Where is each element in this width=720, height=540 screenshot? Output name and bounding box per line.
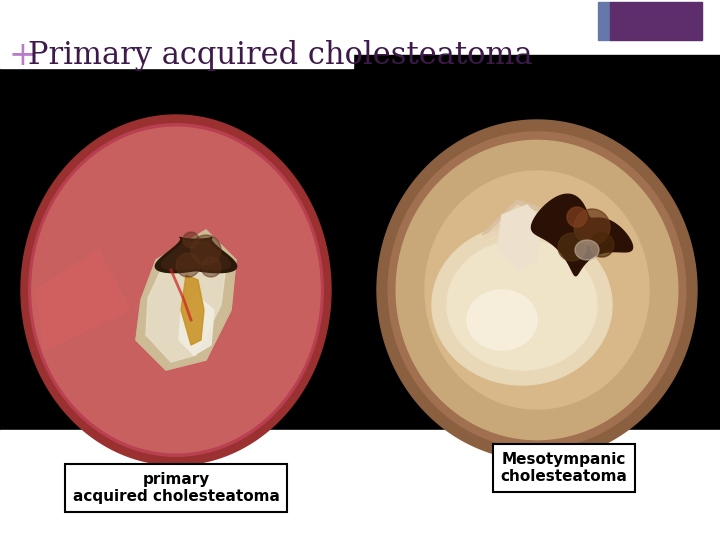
- Polygon shape: [29, 124, 323, 456]
- Polygon shape: [590, 233, 614, 257]
- Polygon shape: [86, 188, 266, 392]
- Polygon shape: [201, 257, 221, 277]
- Polygon shape: [176, 253, 200, 277]
- Text: Primary acquired cholesteatoma: Primary acquired cholesteatoma: [28, 40, 533, 71]
- Polygon shape: [68, 167, 284, 413]
- Polygon shape: [482, 200, 592, 250]
- Polygon shape: [49, 146, 303, 434]
- Polygon shape: [396, 140, 678, 440]
- Polygon shape: [574, 209, 610, 245]
- Bar: [610, 2, 702, 40]
- Bar: [0, 0, 353, 68]
- Polygon shape: [558, 233, 586, 261]
- Polygon shape: [107, 211, 246, 369]
- Polygon shape: [136, 230, 236, 370]
- Polygon shape: [181, 275, 204, 345]
- Polygon shape: [482, 205, 592, 255]
- Polygon shape: [497, 205, 542, 270]
- Polygon shape: [531, 194, 633, 276]
- Polygon shape: [567, 207, 587, 227]
- Polygon shape: [575, 240, 599, 260]
- Polygon shape: [401, 145, 673, 435]
- Polygon shape: [183, 232, 199, 248]
- Polygon shape: [156, 238, 237, 273]
- Text: Mesotympanic
cholesteatoma: Mesotympanic cholesteatoma: [500, 452, 627, 484]
- Bar: [0, 430, 720, 540]
- Polygon shape: [136, 230, 236, 370]
- Polygon shape: [417, 163, 657, 417]
- Polygon shape: [161, 240, 230, 270]
- Text: +: +: [8, 40, 36, 72]
- Polygon shape: [432, 225, 612, 385]
- Polygon shape: [146, 240, 226, 362]
- Polygon shape: [21, 115, 331, 465]
- Bar: [353, 55, 720, 485]
- Polygon shape: [191, 235, 221, 265]
- Polygon shape: [32, 127, 320, 453]
- Text: primary
acquired cholesteatoma: primary acquired cholesteatoma: [73, 472, 279, 504]
- Polygon shape: [433, 179, 641, 401]
- Polygon shape: [388, 132, 685, 448]
- Polygon shape: [447, 240, 597, 370]
- Polygon shape: [377, 120, 697, 460]
- Polygon shape: [425, 171, 649, 409]
- Polygon shape: [179, 295, 214, 355]
- Bar: [598, 2, 610, 40]
- Polygon shape: [33, 129, 319, 451]
- Polygon shape: [37, 250, 130, 350]
- Polygon shape: [467, 290, 537, 350]
